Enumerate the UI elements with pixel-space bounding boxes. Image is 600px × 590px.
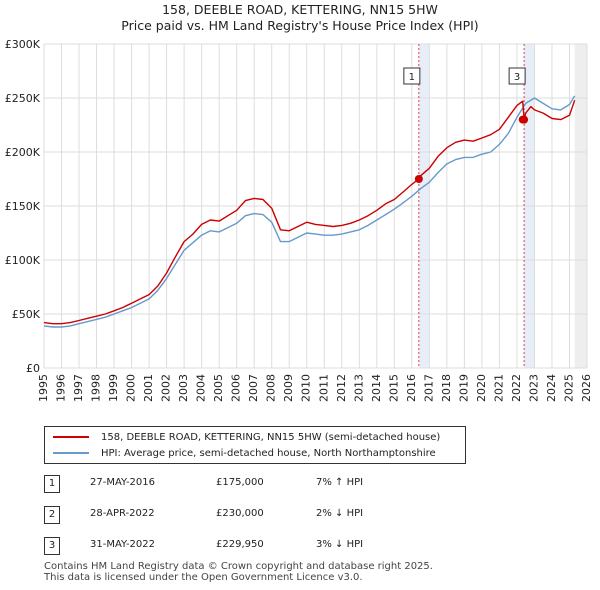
x-tick-label: 2018	[440, 374, 453, 402]
transaction-number: 2	[44, 506, 60, 524]
x-tick-label: 1998	[90, 374, 103, 402]
legend-item-red: 158, DEEBLE ROAD, KETTERING, NN15 5HW (s…	[53, 429, 440, 445]
transaction-vlines	[418, 44, 525, 368]
x-tick-label: 1999	[107, 374, 120, 402]
y-tick-labels: £0 £50K £100K £150K £200K £250K £300K	[5, 38, 41, 375]
chart-subtitle: Price paid vs. HM Land Registry's House …	[121, 18, 479, 33]
y-tick-label: £100K	[5, 254, 41, 267]
transaction-row: 2 28-APR-2022 £230,000 2% ↓ HPI	[44, 506, 444, 524]
footer-licence: This data is licensed under the Open Gov…	[44, 572, 363, 583]
x-tick-label: 2023	[527, 374, 540, 402]
y-tick-label: £150K	[5, 200, 41, 213]
legend-label-blue: HPI: Average price, semi-detached house,…	[101, 447, 436, 459]
series	[43, 95, 576, 328]
legend-swatch-blue	[53, 452, 89, 454]
transaction-row: 3 31-MAY-2022 £229,950 3% ↓ HPI	[44, 537, 444, 555]
transaction-hpi: 7% ↑ HPI	[316, 477, 364, 488]
x-tick-label: 2007	[247, 374, 260, 402]
x-tick-label: 2001	[142, 374, 155, 402]
x-tick-label: 2002	[160, 374, 173, 402]
x-tick-label: 2009	[282, 374, 295, 402]
x-tick-label: 2005	[212, 374, 225, 402]
transaction-date: 31-MAY-2022	[90, 539, 156, 550]
legend-label-red: 158, DEEBLE ROAD, KETTERING, NN15 5HW (s…	[101, 431, 441, 443]
transaction-marker-box	[508, 67, 526, 85]
x-tick-label: 2003	[177, 374, 190, 402]
transaction-number: 1	[44, 475, 60, 493]
x-tick-label: 2021	[492, 374, 505, 402]
x-tick-label: 1997	[72, 374, 85, 402]
transaction-hpi: 3% ↓ HPI	[316, 539, 364, 550]
x-tick-label: 2026	[580, 374, 593, 402]
y-tick-label: £300K	[5, 38, 41, 51]
series-line	[43, 95, 576, 328]
x-tick-label: 2006	[230, 374, 243, 402]
x-tick-label: 2010	[300, 374, 313, 402]
x-tick-label: 2017	[422, 374, 435, 402]
x-tick-label: 2015	[387, 374, 400, 402]
x-tick-label: 2014	[370, 374, 383, 402]
series-line	[43, 99, 576, 325]
x-tick-label: 2025	[562, 374, 575, 402]
x-tick-label: 2012	[335, 374, 348, 402]
transaction-row: 1 27-MAY-2016 £175,000 7% ↑ HPI	[44, 475, 444, 493]
x-tick-label: 2008	[265, 374, 278, 402]
chart-title: 158, DEEBLE ROAD, KETTERING, NN15 5HW	[162, 2, 438, 17]
x-tick-label: 2024	[545, 374, 558, 402]
transaction-price: £229,950	[216, 539, 264, 550]
transaction-date: 27-MAY-2016	[90, 477, 156, 488]
x-tick-label: 2004	[195, 374, 208, 402]
grid	[43, 43, 588, 369]
y-tick-label: £200K	[5, 146, 41, 159]
x-tick-label: 1995	[37, 374, 50, 402]
transaction-marker-label: 1	[409, 72, 415, 83]
x-tick-label: 2019	[457, 374, 470, 402]
transaction-hpi: 2% ↓ HPI	[316, 508, 364, 519]
y-tick-label: £50K	[12, 308, 41, 321]
y-tick-label: £0	[26, 362, 40, 375]
x-tick-label: 2022	[510, 374, 523, 402]
x-tick-labels: 1995 1996 1997 1998 1999 2000 2001 2002 2003 2004…	[37, 374, 593, 402]
transaction-marker-box	[403, 67, 421, 85]
x-tick-label: 2016	[405, 374, 418, 402]
transaction-number: 3	[44, 537, 60, 555]
legend-swatch-red	[53, 436, 89, 438]
transaction-dots	[414, 115, 529, 183]
legend-item-blue: HPI: Average price, semi-detached house,…	[53, 445, 436, 461]
transaction-date: 28-APR-2022	[90, 508, 155, 519]
x-tick-label: 2020	[475, 374, 488, 402]
transaction-price: £175,000	[216, 477, 264, 488]
x-tick-label: 1996	[55, 374, 68, 402]
footer-copyright: Contains HM Land Registry data © Crown c…	[44, 561, 433, 572]
x-tick-label: 2011	[317, 374, 330, 402]
transaction-price: £230,000	[216, 508, 264, 519]
x-tick-label: 2000	[125, 374, 138, 402]
transaction-dot	[414, 175, 423, 183]
legend: 158, DEEBLE ROAD, KETTERING, NN15 5HW (s…	[44, 426, 466, 464]
transaction-dot	[520, 115, 529, 124]
transaction-marker-label: 3	[514, 72, 520, 83]
x-tick-label: 2013	[352, 374, 365, 402]
y-tick-label: £250K	[5, 92, 41, 105]
